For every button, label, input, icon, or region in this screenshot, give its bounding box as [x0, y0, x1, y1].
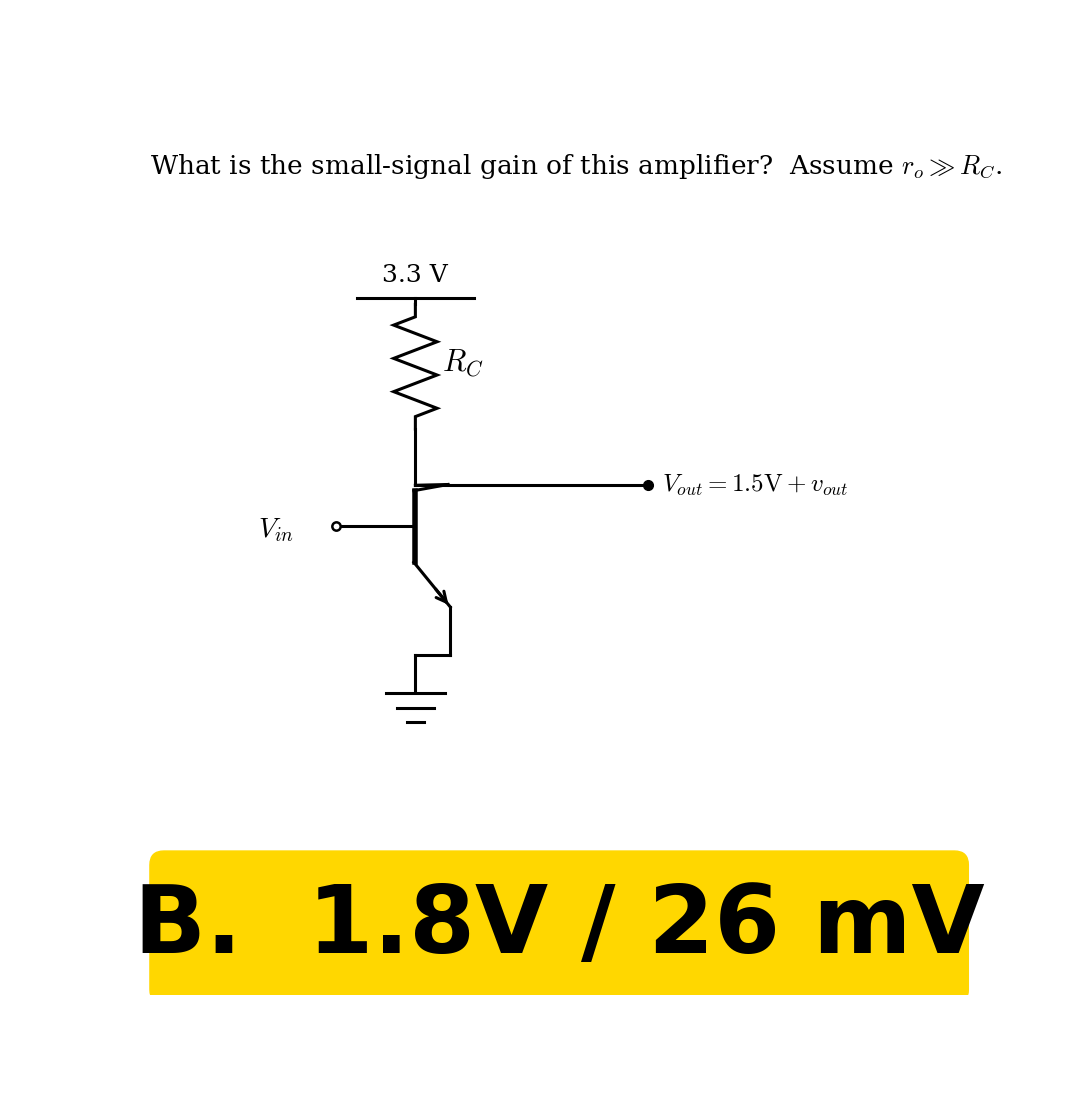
FancyBboxPatch shape	[149, 851, 969, 1004]
Text: $V_{out} = 1.5\mathrm{V} + v_{out}$: $V_{out} = 1.5\mathrm{V} + v_{out}$	[662, 473, 848, 498]
Text: $R_C$: $R_C$	[443, 347, 484, 379]
Text: 3.3 V: 3.3 V	[383, 264, 448, 286]
Text: B.  1.8V / 26 mV: B. 1.8V / 26 mV	[134, 881, 984, 974]
Text: What is the small-signal gain of this amplifier?  Assume $r_o \gg R_C$.: What is the small-signal gain of this am…	[151, 152, 1003, 181]
Text: $V_{in}$: $V_{in}$	[257, 517, 293, 544]
